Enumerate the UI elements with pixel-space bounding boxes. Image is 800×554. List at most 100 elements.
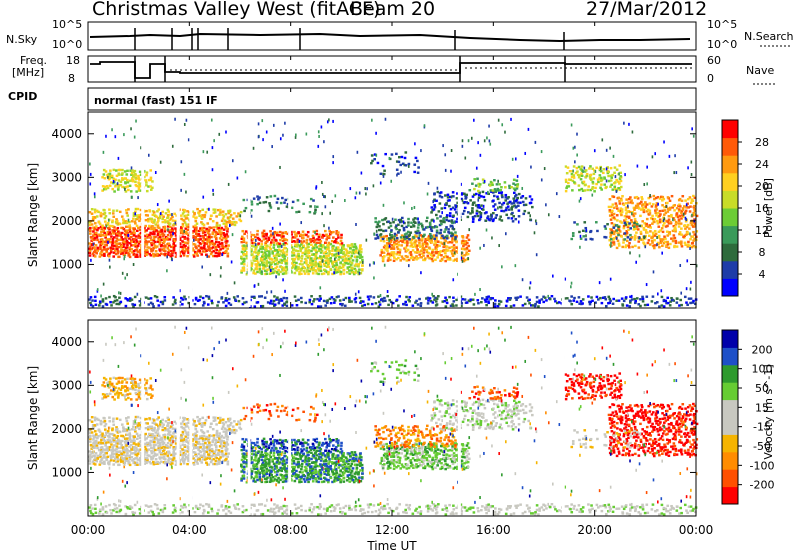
- power-cell: [610, 222, 614, 225]
- log-bottom-left: 10^0: [52, 38, 82, 51]
- power-cell: [185, 214, 188, 217]
- power-cell: [427, 246, 431, 249]
- power-cell: [348, 272, 352, 275]
- power-cell: [610, 205, 613, 209]
- power-cell: [656, 241, 660, 245]
- power-cell: [154, 235, 157, 239]
- power-cell: [124, 231, 128, 235]
- power-cell: [580, 174, 584, 178]
- power-cell: [339, 272, 342, 276]
- velocity-cell: [218, 460, 222, 463]
- power-cell: [678, 232, 681, 236]
- power-cell: [235, 221, 238, 224]
- power-cell: [268, 254, 271, 257]
- power-cell: [436, 190, 440, 194]
- power-cell: [92, 242, 95, 246]
- power-cell: [317, 305, 320, 308]
- power-cell: [133, 227, 136, 230]
- power-cell: [389, 258, 392, 262]
- power-cell: [102, 248, 106, 251]
- velocity-cell: [152, 447, 156, 450]
- power-cell: [134, 172, 137, 176]
- power-cell: [281, 249, 285, 252]
- power-cell: [275, 239, 278, 242]
- power-cell: [399, 259, 403, 262]
- power-cell: [315, 229, 319, 233]
- power-cell: [220, 242, 224, 245]
- power-cell: [471, 207, 474, 210]
- power-cell: [381, 257, 385, 260]
- power-cell: [624, 173, 626, 177]
- velocity-cell: [217, 434, 221, 438]
- power-cell: [690, 160, 693, 164]
- power-cell: [240, 262, 243, 265]
- power-cell: [602, 167, 606, 171]
- colorbar-swatch: [722, 260, 738, 279]
- power-cell: [467, 238, 471, 242]
- power-cell: [641, 300, 645, 303]
- power-cell: [339, 261, 342, 264]
- velocity-cell: [210, 447, 214, 451]
- power-cell: [119, 300, 123, 304]
- power-cell: [656, 219, 659, 223]
- power-cell: [339, 251, 343, 254]
- power-cell: [167, 251, 170, 254]
- power-cell: [681, 214, 684, 217]
- power-cell: [461, 235, 465, 238]
- power-cell: [276, 197, 280, 201]
- power-cell: [119, 184, 123, 187]
- power-cell: [615, 189, 618, 193]
- power-cell: [158, 216, 162, 220]
- power-cell: [533, 231, 536, 235]
- power-cell: [473, 178, 476, 181]
- power-cell: [693, 224, 697, 227]
- power-cell: [571, 179, 575, 183]
- colorbar-swatch: [722, 190, 738, 209]
- power-cell: [107, 175, 109, 179]
- power-cell: [323, 195, 325, 199]
- power-cell: [430, 211, 433, 214]
- power-cell: [400, 224, 404, 228]
- power-cell: [88, 254, 92, 257]
- power-cell: [112, 209, 115, 212]
- power-cell: [350, 261, 354, 265]
- power-cell: [565, 186, 568, 190]
- velocity-cell: [221, 452, 224, 455]
- power-cell: [109, 232, 113, 236]
- power-cell: [319, 240, 323, 243]
- power-cell: [406, 237, 409, 240]
- power-cell: [131, 231, 134, 235]
- velocity-cell: [194, 443, 198, 447]
- velocity-cell: [185, 440, 189, 443]
- power-cell: [658, 214, 661, 218]
- power-cell: [534, 219, 537, 223]
- power-cell: [151, 228, 155, 231]
- power-cell: [135, 214, 138, 217]
- power-cell: [446, 196, 450, 199]
- power-cell: [256, 243, 260, 247]
- power-cell: [482, 195, 486, 199]
- power-cell: [153, 218, 156, 222]
- power-cell: [290, 271, 293, 274]
- power-cell: [620, 199, 623, 202]
- power-cell: [174, 244, 177, 247]
- velocity-cell: [198, 459, 202, 462]
- velocity-cell: [134, 451, 137, 454]
- power-cell: [110, 235, 113, 238]
- power-cell: [154, 170, 157, 174]
- power-cell: [329, 256, 333, 260]
- power-cell: [643, 203, 647, 206]
- power-cell: [661, 244, 664, 247]
- power-cell: [269, 299, 273, 302]
- power-cell: [249, 241, 253, 245]
- power-cell: [114, 252, 118, 256]
- power-cell: [340, 242, 344, 245]
- power-cell: [678, 304, 681, 307]
- velocity-cell: [118, 463, 121, 466]
- power-cell: [218, 132, 221, 136]
- power-cell: [334, 194, 337, 198]
- velocity-cell: [115, 450, 119, 454]
- power-cell: [330, 261, 334, 265]
- power-cell: [361, 304, 364, 308]
